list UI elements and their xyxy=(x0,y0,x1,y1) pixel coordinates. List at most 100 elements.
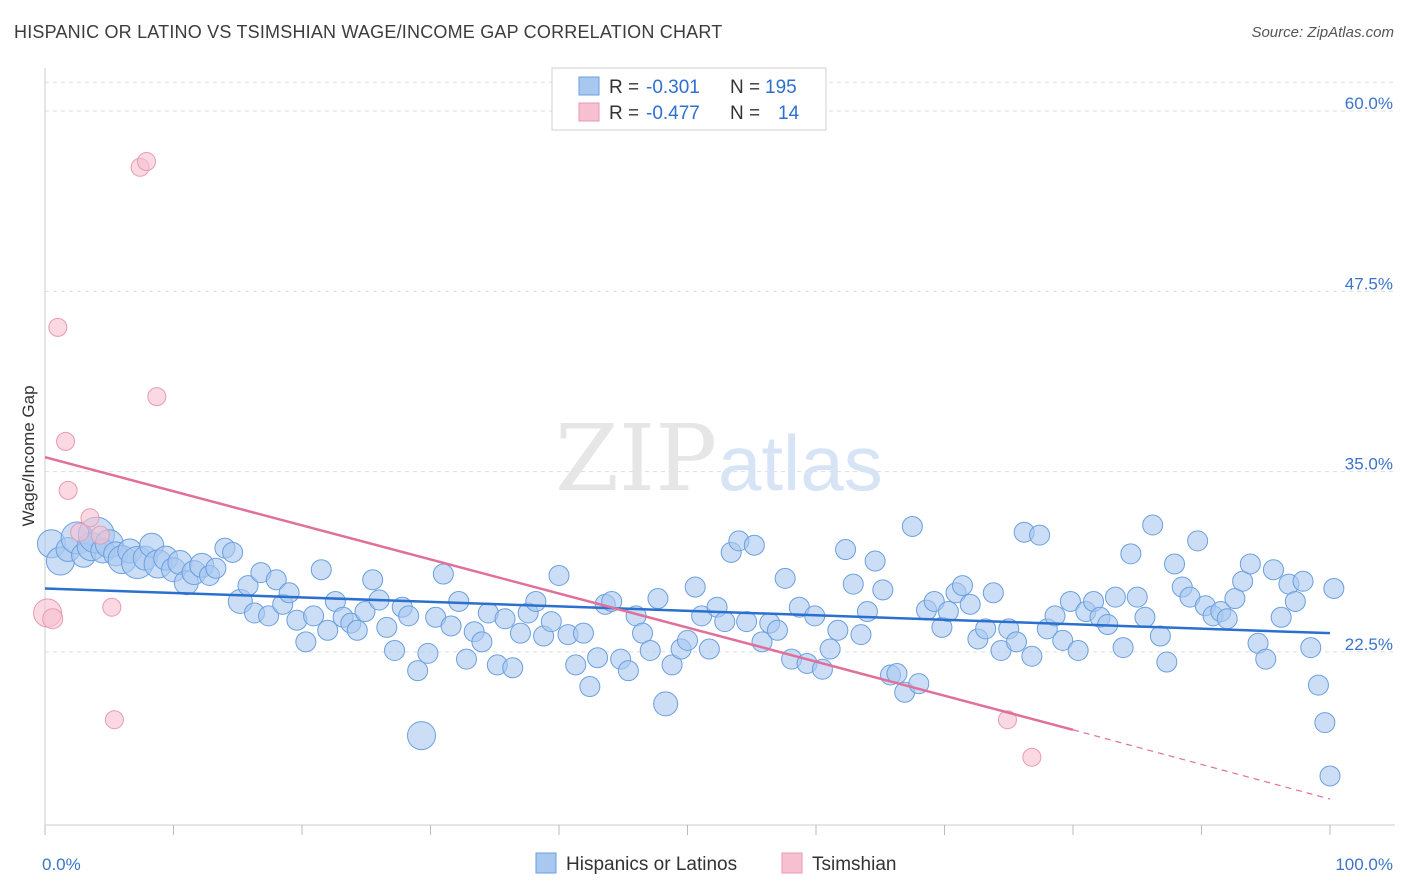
data-point-hispanics xyxy=(827,619,849,641)
legend-r-value-2: -0.477 xyxy=(646,103,700,124)
data-point-hispanics xyxy=(1164,553,1186,575)
trend-lines xyxy=(44,456,1331,800)
data-point-tsimshian xyxy=(56,431,76,451)
data-point-hispanics xyxy=(1052,629,1074,651)
data-point-hispanics xyxy=(384,639,406,661)
data-point-hispanics xyxy=(1067,639,1089,661)
data-point-hispanics xyxy=(362,569,384,591)
data-point-hispanics xyxy=(951,575,973,597)
axes xyxy=(44,68,1395,835)
data-point-tsimshian xyxy=(104,710,124,730)
data-point-hispanics xyxy=(398,605,420,627)
data-point-hispanics xyxy=(205,557,227,579)
series-tsimshian-points xyxy=(33,152,1042,767)
data-point-hispanics xyxy=(982,582,1004,604)
data-point-hispanics xyxy=(572,622,594,644)
data-point-hispanics xyxy=(525,590,547,612)
data-point-hispanics xyxy=(1224,588,1246,610)
data-point-hispanics xyxy=(565,654,587,676)
data-point-tsimshian xyxy=(147,387,167,407)
data-point-hispanics xyxy=(1323,577,1345,599)
data-point-hispanics xyxy=(1239,553,1261,575)
data-point-hispanics xyxy=(661,654,683,676)
data-point-hispanics xyxy=(1120,543,1142,565)
data-point-hispanics xyxy=(653,691,679,717)
data-point-hispanics xyxy=(1044,605,1066,627)
data-point-tsimshian xyxy=(70,522,90,542)
series-hispanics-points xyxy=(36,514,1345,787)
data-point-hispanics xyxy=(587,647,609,669)
data-point-hispanics xyxy=(494,608,516,630)
data-point-hispanics xyxy=(743,534,765,556)
data-point-hispanics xyxy=(774,567,796,589)
data-point-hispanics xyxy=(417,642,439,664)
y-tick-label: 22.5% xyxy=(1345,635,1393,654)
data-point-hispanics xyxy=(432,563,454,585)
data-point-hispanics xyxy=(1156,651,1178,673)
data-point-hispanics xyxy=(1134,606,1156,628)
data-point-hispanics xyxy=(222,541,244,563)
legend-n-value-1: 195 xyxy=(765,77,797,98)
data-point-hispanics xyxy=(1232,570,1254,592)
data-point-hispanics xyxy=(1314,712,1336,734)
data-point-hispanics xyxy=(639,639,661,661)
data-point-hispanics xyxy=(303,605,325,627)
data-point-hispanics xyxy=(579,676,601,698)
legend: R = -0.301 N = 195 R = -0.477 N = 14 xyxy=(551,67,827,131)
data-point-hispanics xyxy=(684,576,706,598)
data-point-hispanics xyxy=(677,629,698,651)
watermark-atlas: atlas xyxy=(718,419,883,507)
data-point-hispanics xyxy=(1255,648,1277,670)
data-point-tsimshian xyxy=(48,317,68,337)
data-point-hispanics xyxy=(258,605,280,627)
legend-r-value-1: -0.301 xyxy=(646,77,700,98)
data-point-hispanics xyxy=(407,660,429,682)
data-point-hispanics xyxy=(632,622,654,644)
data-point-tsimshian xyxy=(58,480,78,500)
data-point-hispanics xyxy=(975,618,997,640)
data-point-tsimshian xyxy=(80,508,100,528)
data-point-hispanics xyxy=(1300,637,1322,659)
tick-labels: 22.5% 35.0% 47.5% 60.0% 0.0% 100.0% xyxy=(42,94,1393,874)
data-point-hispanics xyxy=(1142,514,1164,536)
legend-n-label-1: N = xyxy=(730,77,760,98)
data-point-hispanics xyxy=(1059,590,1081,612)
data-point-hispanics xyxy=(295,631,317,653)
data-point-hispanics xyxy=(1262,559,1284,581)
data-point-hispanics xyxy=(1126,586,1148,608)
legend-r-label-2: R = xyxy=(609,103,639,124)
data-point-hispanics xyxy=(850,624,872,646)
legend-swatch-pink xyxy=(578,102,600,122)
data-point-hispanics xyxy=(835,539,857,561)
data-point-hispanics xyxy=(1005,631,1027,653)
watermark-zip: ZIP xyxy=(555,405,717,512)
data-point-hispanics xyxy=(354,601,376,623)
data-point-tsimshian xyxy=(42,608,64,630)
data-point-hispanics xyxy=(1216,608,1238,630)
data-point-hispanics xyxy=(819,638,841,660)
legend-swatch-blue xyxy=(578,76,600,96)
data-point-hispanics xyxy=(471,631,493,653)
bottom-legend-label-tsimshian: Tsimshian xyxy=(812,854,896,875)
data-point-hispanics xyxy=(872,579,894,601)
data-point-hispanics xyxy=(1104,586,1126,608)
legend-n-value-2: 14 xyxy=(778,103,800,124)
data-point-hispanics xyxy=(901,515,923,537)
data-point-hispanics xyxy=(647,588,669,610)
data-point-hispanics xyxy=(540,611,562,633)
data-point-hispanics xyxy=(937,601,959,623)
data-point-hispanics xyxy=(1112,637,1134,659)
source-label: Source: ZipAtlas.com xyxy=(1251,24,1394,41)
trend-line-tsimshian xyxy=(44,456,1074,732)
data-point-hispanics xyxy=(736,611,758,633)
bottom-legend-swatch-blue xyxy=(535,852,557,874)
data-point-tsimshian xyxy=(1022,747,1042,767)
data-point-hispanics xyxy=(548,564,570,586)
bottom-legend-swatch-pink xyxy=(781,852,803,874)
data-point-hispanics xyxy=(1284,590,1306,612)
bottom-legend-label-hispanics: Hispanics or Latinos xyxy=(566,854,737,875)
data-point-hispanics xyxy=(265,569,287,591)
y-tick-label: 35.0% xyxy=(1345,455,1393,474)
data-point-hispanics xyxy=(714,611,736,633)
